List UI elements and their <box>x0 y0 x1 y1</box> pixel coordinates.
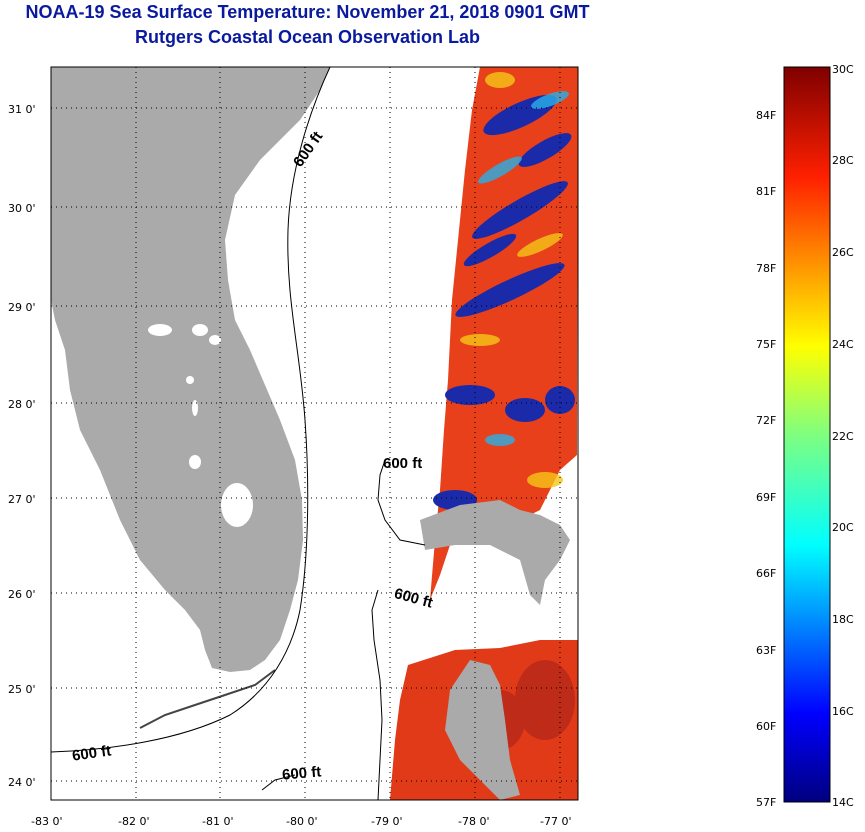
colorbar-c-label: 24C <box>832 338 854 351</box>
bahamas-little-bank <box>420 500 570 605</box>
colorbar-c-label: 28C <box>832 154 854 167</box>
colorbar-f-label: 60F <box>756 720 776 733</box>
florida-land <box>51 67 330 672</box>
lon-label: -82 0' <box>118 815 150 828</box>
lat-label: 31 0' <box>8 103 36 116</box>
colorbar-celsius-labels: 30C 28C 26C 24C 22C 20C 18C 16C 14C <box>832 63 854 809</box>
colorbar-fahrenheit-labels: 84F 81F 78F 75F 72F 69F 66F 63F 60F 57F <box>756 109 776 809</box>
colorbar-c-label: 26C <box>832 246 854 259</box>
sst-cyan-patches-north <box>478 91 569 446</box>
bahamas-great-bank <box>445 660 520 800</box>
colorbar-c-label: 16C <box>832 705 854 718</box>
lon-label: -81 0' <box>202 815 234 828</box>
florida-keys <box>139 669 276 729</box>
latitude-labels: 31 0' 30 0' 29 0' 28 0' 27 0' 26 0' 25 0… <box>8 103 36 789</box>
lat-label: 25 0' <box>8 683 36 696</box>
contour-label-600ft: 600 ft <box>71 742 112 764</box>
colorbar-c-label: 20C <box>832 521 854 534</box>
colorbar-f-label: 81F <box>756 185 776 198</box>
title-line-1: NOAA-19 Sea Surface Temperature: Novembe… <box>25 2 590 22</box>
lon-label: -83 0' <box>31 815 63 828</box>
colorbar-f-label: 66F <box>756 567 776 580</box>
colorbar-f-label: 69F <box>756 491 776 504</box>
colorbar-c-label: 14C <box>832 796 854 809</box>
lon-label: -80 0' <box>286 815 318 828</box>
colorbar-c-label: 30C <box>832 63 854 76</box>
colorbar-f-label: 84F <box>756 109 776 122</box>
lon-label: -77 0' <box>540 815 572 828</box>
lat-label: 24 0' <box>8 776 36 789</box>
lat-label: 28 0' <box>8 398 36 411</box>
colorbar-f-label: 75F <box>756 338 776 351</box>
title-line-2: Rutgers Coastal Ocean Observation Lab <box>134 27 481 47</box>
longitude-labels: -83 0' -82 0' -81 0' -80 0' -79 0' -78 0… <box>31 815 572 828</box>
colorbar-c-label: 18C <box>832 613 854 626</box>
lat-label: 26 0' <box>8 588 36 601</box>
lat-label: 27 0' <box>8 493 36 506</box>
contour-label-600ft: 600 ft <box>383 455 422 472</box>
depth-contours-600ft <box>51 67 426 800</box>
lon-label: -78 0' <box>458 815 490 828</box>
colorbar-c-label: 22C <box>832 430 854 443</box>
sst-mid-patches-north <box>460 72 563 488</box>
florida-lakes <box>148 324 253 527</box>
colorbar <box>783 66 831 803</box>
lon-label: -79 0' <box>371 815 403 828</box>
colorbar-f-label: 63F <box>756 644 776 657</box>
lat-label: 30 0' <box>8 202 36 215</box>
colorbar-f-label: 78F <box>756 262 776 275</box>
map-frame <box>50 66 579 801</box>
colorbar-f-label: 72F <box>756 414 776 427</box>
lat-label: 29 0' <box>8 301 36 314</box>
contour-label-600ft: 600 ft <box>281 763 322 783</box>
colorbar-f-label: 57F <box>756 796 776 809</box>
